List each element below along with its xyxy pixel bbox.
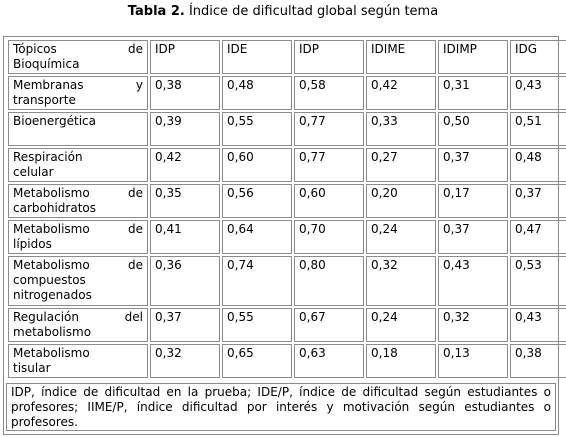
value-cell: 0,17 bbox=[438, 184, 508, 218]
topic-cell: Metabolismo de compuestos nitrogenados bbox=[8, 256, 148, 306]
value-cell: 0,37 bbox=[150, 308, 220, 342]
table-footnote: IDP, índice de dificultad en la prueba; … bbox=[6, 383, 556, 431]
topic-topic-line1: Metabolismo bbox=[13, 346, 90, 360]
topic-cell: Metabolismo tisular bbox=[8, 344, 148, 378]
value-cell: 0,43 bbox=[438, 256, 508, 306]
value-cell: 0,32 bbox=[366, 256, 436, 306]
value-cell: 0,60 bbox=[222, 148, 292, 182]
table-row: Metabolismo tisular 0,32 0,65 0,63 0,18 0,13 0,… bbox=[8, 344, 566, 378]
header-cell: IDIMP bbox=[438, 40, 508, 74]
topic-topic-line2: compuestos bbox=[13, 273, 86, 287]
value-cell: 0,50 bbox=[438, 112, 508, 146]
table-row: Metabolismo de compuestos nitrogenados 0,36… bbox=[8, 256, 566, 306]
topic-topic-line1: Metabolismo de bbox=[13, 258, 143, 272]
value-cell: 0,39 bbox=[150, 112, 220, 146]
topic-topic-line1: Metabolismo de bbox=[13, 186, 143, 200]
value-cell: 0,43 bbox=[510, 76, 566, 110]
value-cell: 0,33 bbox=[366, 112, 436, 146]
header-cell: IDE bbox=[222, 40, 292, 74]
header-cell: IDG bbox=[510, 40, 566, 74]
caption-label: Tabla 2. bbox=[127, 4, 185, 19]
value-cell: 0,42 bbox=[150, 148, 220, 182]
header-cell: IDP bbox=[150, 40, 220, 74]
caption-text: Índice de dificultad global según tema bbox=[188, 4, 439, 19]
topic-topic-line3: nitrogenados bbox=[13, 288, 92, 302]
value-cell: 0,18 bbox=[366, 344, 436, 378]
header-cell: IDP bbox=[294, 40, 364, 74]
header-row: Tópicos de Bioquímica IDP IDE IDP IDIME … bbox=[8, 40, 566, 74]
value-cell: 0,56 bbox=[222, 184, 292, 218]
value-cell: 0,60 bbox=[294, 184, 364, 218]
value-cell: 0,48 bbox=[510, 148, 566, 182]
value-cell: 0,58 bbox=[294, 76, 364, 110]
table-row: Bioenergética 0,39 0,55 0,77 0,33 0,50 0,51 bbox=[8, 112, 566, 146]
value-cell: 0,70 bbox=[294, 220, 364, 254]
table-row: Regulación del metabolismo 0,37 0,55 0,67 0,2… bbox=[8, 308, 566, 342]
value-cell: 0,42 bbox=[366, 76, 436, 110]
topic-topic-line2: metabolismo bbox=[13, 325, 92, 339]
value-cell: 0,32 bbox=[150, 344, 220, 378]
value-cell: 0,31 bbox=[438, 76, 508, 110]
table-frame bbox=[3, 36, 559, 435]
value-cell: 0,80 bbox=[294, 256, 364, 306]
topic-topic-line1: Bioenergética bbox=[13, 114, 96, 128]
topic-cell: Bioenergética bbox=[8, 112, 148, 146]
value-cell: 0,20 bbox=[366, 184, 436, 218]
value-cell: 0,51 bbox=[510, 112, 566, 146]
value-cell: 0,67 bbox=[294, 308, 364, 342]
table-row: Membranas y transporte 0,38 0,48 0,58 0,42 0,3… bbox=[8, 76, 566, 110]
topic-topic-line1: Regulación del bbox=[13, 310, 143, 324]
topic-topic-line1: Respiración bbox=[13, 150, 83, 164]
table-row: Metabolismo de lípidos 0,41 0,64 0,70 0,24 0,3… bbox=[8, 220, 566, 254]
value-cell: 0,53 bbox=[510, 256, 566, 306]
table-row: Respiración celular 0,42 0,60 0,77 0,27 0,37 0,… bbox=[8, 148, 566, 182]
topic-cell: Regulación del metabolismo bbox=[8, 308, 148, 342]
value-cell: 0,32 bbox=[438, 308, 508, 342]
header-cell-topic: Tópicos de Bioquímica bbox=[8, 40, 148, 74]
value-cell: 0,35 bbox=[150, 184, 220, 218]
value-cell: 0,55 bbox=[222, 308, 292, 342]
value-cell: 0,37 bbox=[510, 184, 566, 218]
topic-cell: Metabolismo de carbohidratos bbox=[8, 184, 148, 218]
value-cell: 0,43 bbox=[510, 308, 566, 342]
value-cell: 0,64 bbox=[222, 220, 292, 254]
value-cell: 0,41 bbox=[150, 220, 220, 254]
topic-topic-line1: Membranas y bbox=[13, 78, 143, 92]
header-cell: IDIME bbox=[366, 40, 436, 74]
topic-cell: Respiración celular bbox=[8, 148, 148, 182]
topic-cell: Metabolismo de lípidos bbox=[8, 220, 148, 254]
value-cell: 0,37 bbox=[438, 148, 508, 182]
value-cell: 0,24 bbox=[366, 308, 436, 342]
topic-topic-line2: tisular bbox=[13, 361, 51, 375]
value-cell: 0,38 bbox=[150, 76, 220, 110]
topic-cell: Membranas y transporte bbox=[8, 76, 148, 110]
topic-topic-line2: lípidos bbox=[13, 237, 52, 251]
value-cell: 0,36 bbox=[150, 256, 220, 306]
value-cell: 0,74 bbox=[222, 256, 292, 306]
value-cell: 0,38 bbox=[510, 344, 566, 378]
topic-topic-line2: transporte bbox=[13, 93, 76, 107]
difficulty-table: Tópicos de Bioquímica IDP IDE IDP IDIME … bbox=[6, 38, 566, 380]
value-cell: 0,63 bbox=[294, 344, 364, 378]
value-cell: 0,77 bbox=[294, 112, 364, 146]
topic-topic-line2: carbohidratos bbox=[13, 201, 96, 215]
table-caption: Tabla 2. Índice de dificultad global seg… bbox=[0, 3, 566, 21]
value-cell: 0,13 bbox=[438, 344, 508, 378]
topic-topic-line2: celular bbox=[13, 165, 54, 179]
value-cell: 0,48 bbox=[222, 76, 292, 110]
value-cell: 0,55 bbox=[222, 112, 292, 146]
value-cell: 0,27 bbox=[366, 148, 436, 182]
value-cell: 0,47 bbox=[510, 220, 566, 254]
header-topic-line2: Bioquímica bbox=[13, 57, 80, 71]
header-topic-line1: Tópicos de bbox=[13, 42, 143, 56]
topic-topic-line1: Metabolismo de bbox=[13, 222, 143, 236]
table-row: Metabolismo de carbohidratos 0,35 0,56 0,60 0… bbox=[8, 184, 566, 218]
value-cell: 0,65 bbox=[222, 344, 292, 378]
value-cell: 0,77 bbox=[294, 148, 364, 182]
value-cell: 0,37 bbox=[438, 220, 508, 254]
value-cell: 0,24 bbox=[366, 220, 436, 254]
